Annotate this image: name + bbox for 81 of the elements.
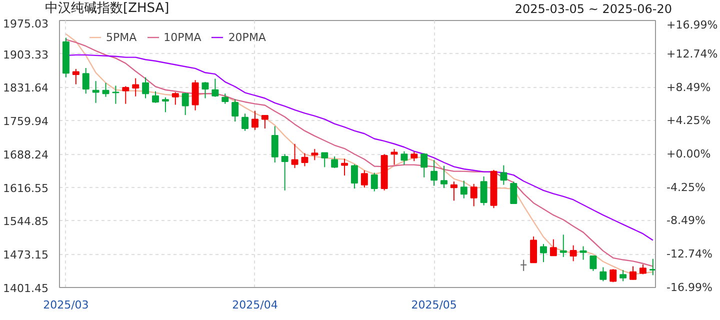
- candlestick: [620, 270, 627, 282]
- candlestick: [301, 152, 308, 167]
- candlestick: [410, 151, 418, 162]
- candlestick: [350, 164, 358, 190]
- candlestick: [430, 160, 438, 186]
- candlestick: [252, 110, 258, 130]
- candlestick: [222, 93, 229, 104]
- y2-tick-label: +12.74%: [666, 47, 718, 60]
- candlestick: [192, 80, 199, 111]
- candlestick: [202, 81, 209, 99]
- candlestick: [162, 96, 169, 113]
- candlestick: [600, 266, 607, 282]
- chart-title: 中汉纯碱指数[ZHSA]: [45, 0, 170, 18]
- candlestick: [291, 143, 298, 169]
- y2-tick-label: +4.25%: [666, 114, 711, 128]
- candlestick: [331, 156, 338, 169]
- y-tick-label: 1759.94: [3, 115, 49, 128]
- x-tick-label: 2025/05: [411, 298, 457, 312]
- y2-tick-label: -16.99%: [666, 281, 712, 294]
- candlestick: [212, 78, 219, 98]
- candlestick: [470, 183, 478, 207]
- candlestick: [122, 86, 130, 104]
- candlestick: [370, 172, 378, 192]
- legend-label: 10PMA: [164, 30, 202, 44]
- candlestick: [460, 180, 468, 199]
- candlestick: [281, 154, 288, 191]
- candlestick: [440, 165, 448, 189]
- y2-tick-label: -4.25%: [666, 180, 706, 194]
- candlestick: [540, 243, 547, 263]
- y-tick-label: 1831.64: [3, 82, 49, 95]
- candlestick: [132, 78, 140, 97]
- x-tick-label: 2025/04: [232, 298, 278, 312]
- candlestick: [530, 236, 538, 264]
- candlestick: [390, 148, 398, 166]
- candlestick: [341, 158, 348, 176]
- y-tick-label: 1975.03: [3, 18, 49, 30]
- y-tick-label: 1688.24: [3, 148, 49, 162]
- candlestick: [102, 82, 110, 98]
- candlestick: [400, 150, 408, 166]
- candlestick: [510, 181, 518, 204]
- candlestick: [550, 238, 557, 256]
- candlestick: [152, 90, 159, 104]
- candlestick: [311, 148, 318, 161]
- candlestick: [630, 266, 636, 280]
- candlestick: [560, 234, 567, 258]
- candlestick: [420, 152, 428, 178]
- candlestick: [610, 268, 617, 283]
- candlestick: [112, 85, 120, 104]
- candlestick: [172, 92, 179, 106]
- legend-label: 5PMA: [106, 30, 137, 44]
- y-tick-label: 1473.15: [3, 248, 49, 262]
- y2-tick-label: +0.00%: [666, 148, 711, 160]
- candlestick: [182, 92, 189, 116]
- candlestick: [649, 258, 656, 276]
- candlestick: [82, 67, 90, 94]
- candlestick: [232, 98, 239, 122]
- candlestick: [142, 76, 150, 99]
- y-tick-label: 1544.85: [3, 215, 49, 228]
- legend-label: 20PMA: [228, 30, 266, 44]
- candlestick: [271, 126, 278, 163]
- candlestick: [580, 246, 587, 260]
- candlestick: [520, 259, 528, 272]
- candlestick: [590, 255, 597, 272]
- candlestick: [261, 114, 268, 130]
- candlestick: [480, 176, 488, 206]
- y2-tick-label: +8.49%: [666, 80, 711, 94]
- candlestick: [450, 181, 458, 202]
- y-tick-label: 1616.55: [3, 182, 49, 195]
- candlestick: [360, 170, 368, 188]
- candlestick: [242, 113, 249, 132]
- candlestick: [570, 244, 577, 262]
- chart-subtitle: 2025-03-05 ~ 2025-06-20: [514, 1, 672, 18]
- candlestick: [321, 152, 328, 168]
- y2-tick-label: -8.49%: [666, 214, 706, 228]
- candlestick: [500, 164, 508, 186]
- y2-tick-label: +16.99%: [666, 18, 718, 32]
- y-tick-label: 1401.45: [3, 282, 49, 295]
- y2-tick-label: -12.74%: [666, 248, 712, 261]
- x-tick-label: 2025/03: [43, 298, 89, 312]
- y-tick-label: 1903.33: [3, 48, 49, 62]
- candlestick: [72, 68, 80, 85]
